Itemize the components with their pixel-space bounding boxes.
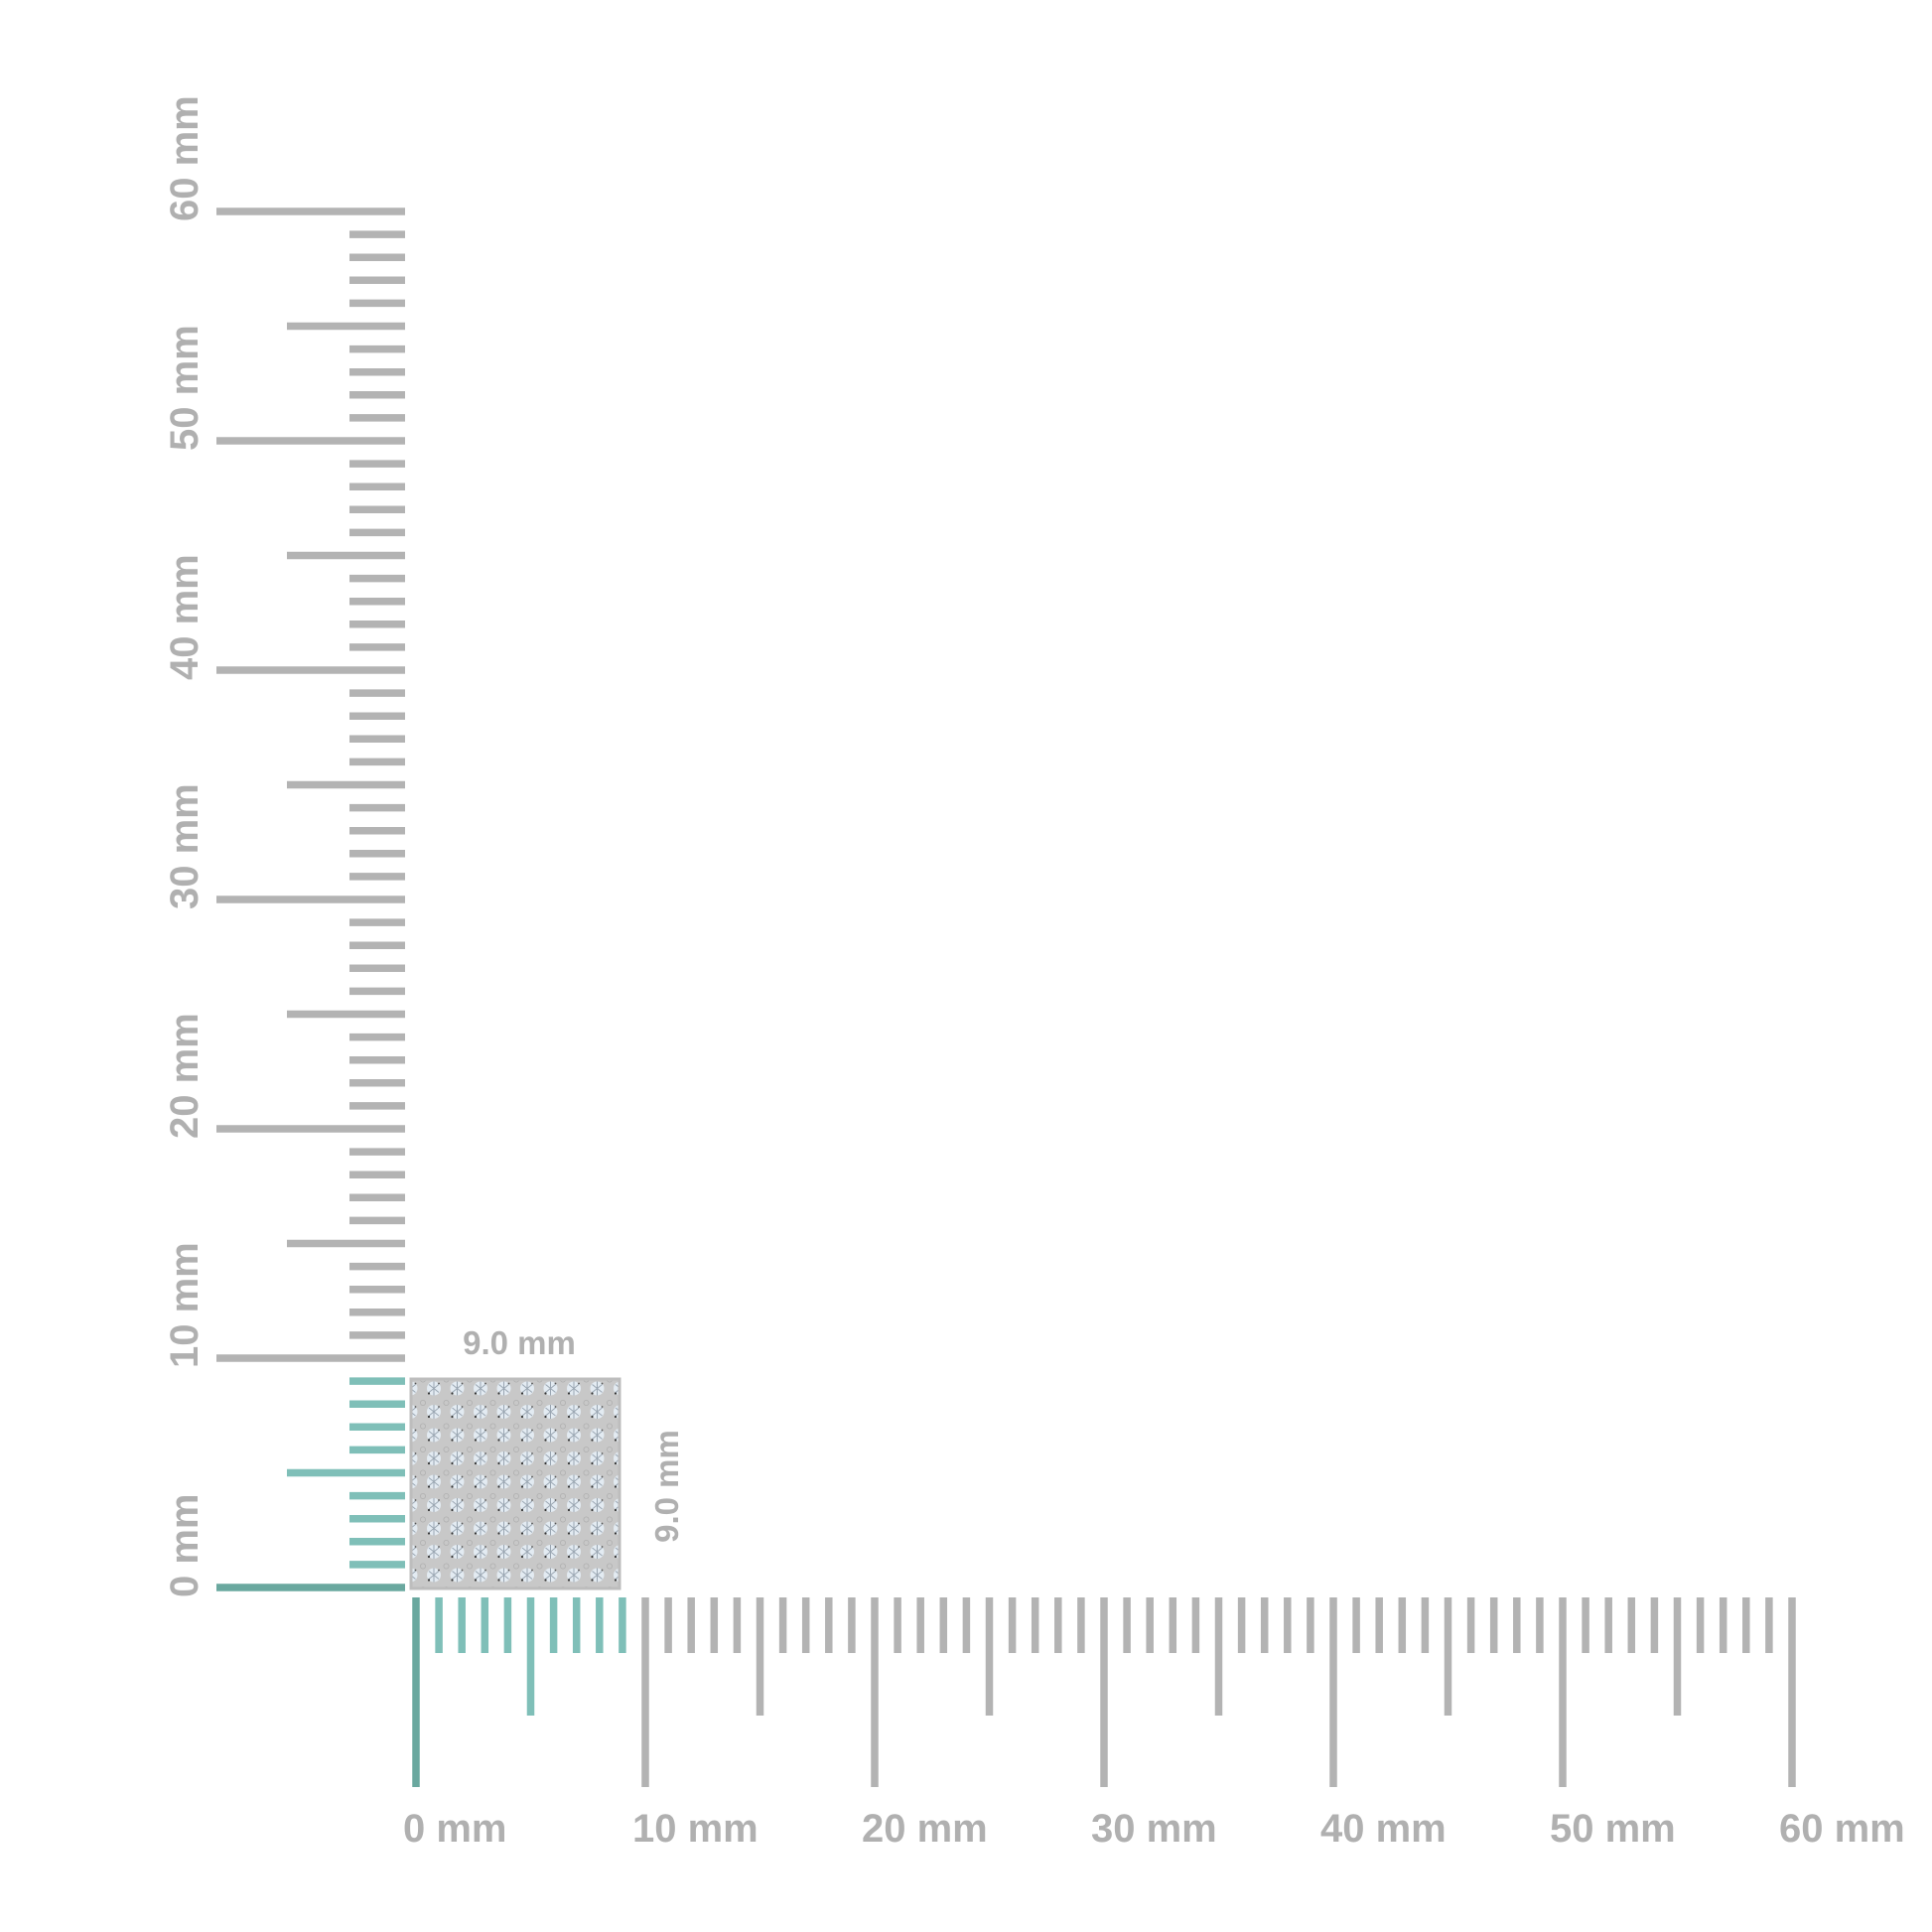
horizontal-tick-label: 30 mm <box>1091 1807 1217 1851</box>
width-label: 9.0 mm <box>463 1324 576 1361</box>
height-label: 9.0 mm <box>648 1430 685 1543</box>
vertical-tick-label: 40 mm <box>163 554 207 680</box>
vertical-ruler: 0 mm 10 mm 20 mm 30 mm 40 mm 50 mm 60 mm <box>163 95 405 1597</box>
horizontal-ruler: 0 mm 10 mm 20 mm 30 mm 40 mm 50 mm 60 mm <box>403 1597 1905 1851</box>
horizontal-tick-label: 60 mm <box>1779 1807 1905 1851</box>
vertical-tick-label: 50 mm <box>163 325 207 451</box>
horizontal-tick-label: 10 mm <box>632 1807 759 1851</box>
vertical-tick-label: 10 mm <box>163 1242 207 1368</box>
vertical-tick-label: 60 mm <box>163 95 207 221</box>
vertical-tick-label: 30 mm <box>163 783 207 909</box>
vertical-tick-label: 20 mm <box>163 1013 207 1139</box>
jewelry-item-image <box>409 1377 621 1590</box>
horizontal-tick-label: 40 mm <box>1320 1807 1447 1851</box>
horizontal-tick-label: 0 mm <box>403 1807 507 1851</box>
vertical-tick-label: 0 mm <box>163 1494 207 1598</box>
horizontal-tick-label: 50 mm <box>1550 1807 1676 1851</box>
horizontal-tick-label: 20 mm <box>862 1807 988 1851</box>
